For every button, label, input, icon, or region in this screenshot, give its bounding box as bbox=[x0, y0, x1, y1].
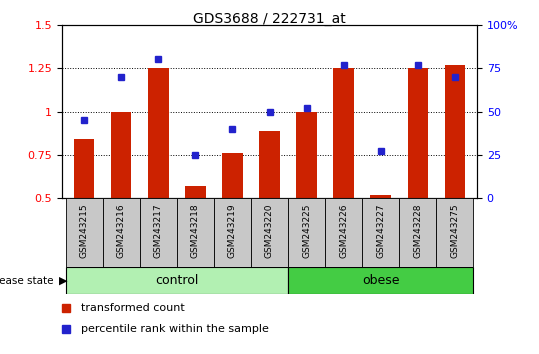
Bar bbox=[259, 131, 280, 198]
Bar bbox=[362, 198, 399, 267]
Bar bbox=[222, 153, 243, 198]
Bar bbox=[111, 112, 132, 198]
Text: GSM243227: GSM243227 bbox=[376, 204, 385, 258]
Text: control: control bbox=[155, 274, 198, 287]
Bar bbox=[148, 68, 169, 198]
Bar bbox=[288, 267, 473, 294]
Text: GSM243220: GSM243220 bbox=[265, 204, 274, 258]
Bar bbox=[66, 267, 288, 294]
Bar bbox=[325, 198, 362, 267]
Bar bbox=[407, 68, 428, 198]
Text: GDS3688 / 222731_at: GDS3688 / 222731_at bbox=[193, 12, 346, 27]
Bar bbox=[288, 198, 325, 267]
Text: GSM243218: GSM243218 bbox=[191, 204, 200, 258]
Bar bbox=[370, 195, 391, 198]
Bar bbox=[334, 68, 354, 198]
Text: ▶: ▶ bbox=[59, 275, 68, 286]
Bar bbox=[296, 112, 317, 198]
Text: percentile rank within the sample: percentile rank within the sample bbox=[81, 324, 268, 334]
Text: obese: obese bbox=[362, 274, 399, 287]
Text: GSM243219: GSM243219 bbox=[228, 204, 237, 258]
Bar bbox=[399, 198, 436, 267]
Text: GSM243215: GSM243215 bbox=[80, 204, 89, 258]
Bar bbox=[214, 198, 251, 267]
Bar bbox=[445, 65, 465, 198]
Text: GSM243216: GSM243216 bbox=[117, 204, 126, 258]
Text: GSM243275: GSM243275 bbox=[450, 204, 459, 258]
Text: GSM243226: GSM243226 bbox=[339, 204, 348, 258]
Bar bbox=[140, 198, 177, 267]
Bar bbox=[74, 139, 94, 198]
Bar bbox=[103, 198, 140, 267]
Bar bbox=[436, 198, 473, 267]
Bar bbox=[251, 198, 288, 267]
Bar bbox=[185, 186, 205, 198]
Text: disease state: disease state bbox=[0, 275, 57, 286]
Text: transformed count: transformed count bbox=[81, 303, 184, 313]
Text: GSM243217: GSM243217 bbox=[154, 204, 163, 258]
Bar bbox=[177, 198, 214, 267]
Bar bbox=[66, 198, 103, 267]
Text: GSM243225: GSM243225 bbox=[302, 204, 311, 258]
Text: GSM243228: GSM243228 bbox=[413, 204, 422, 258]
